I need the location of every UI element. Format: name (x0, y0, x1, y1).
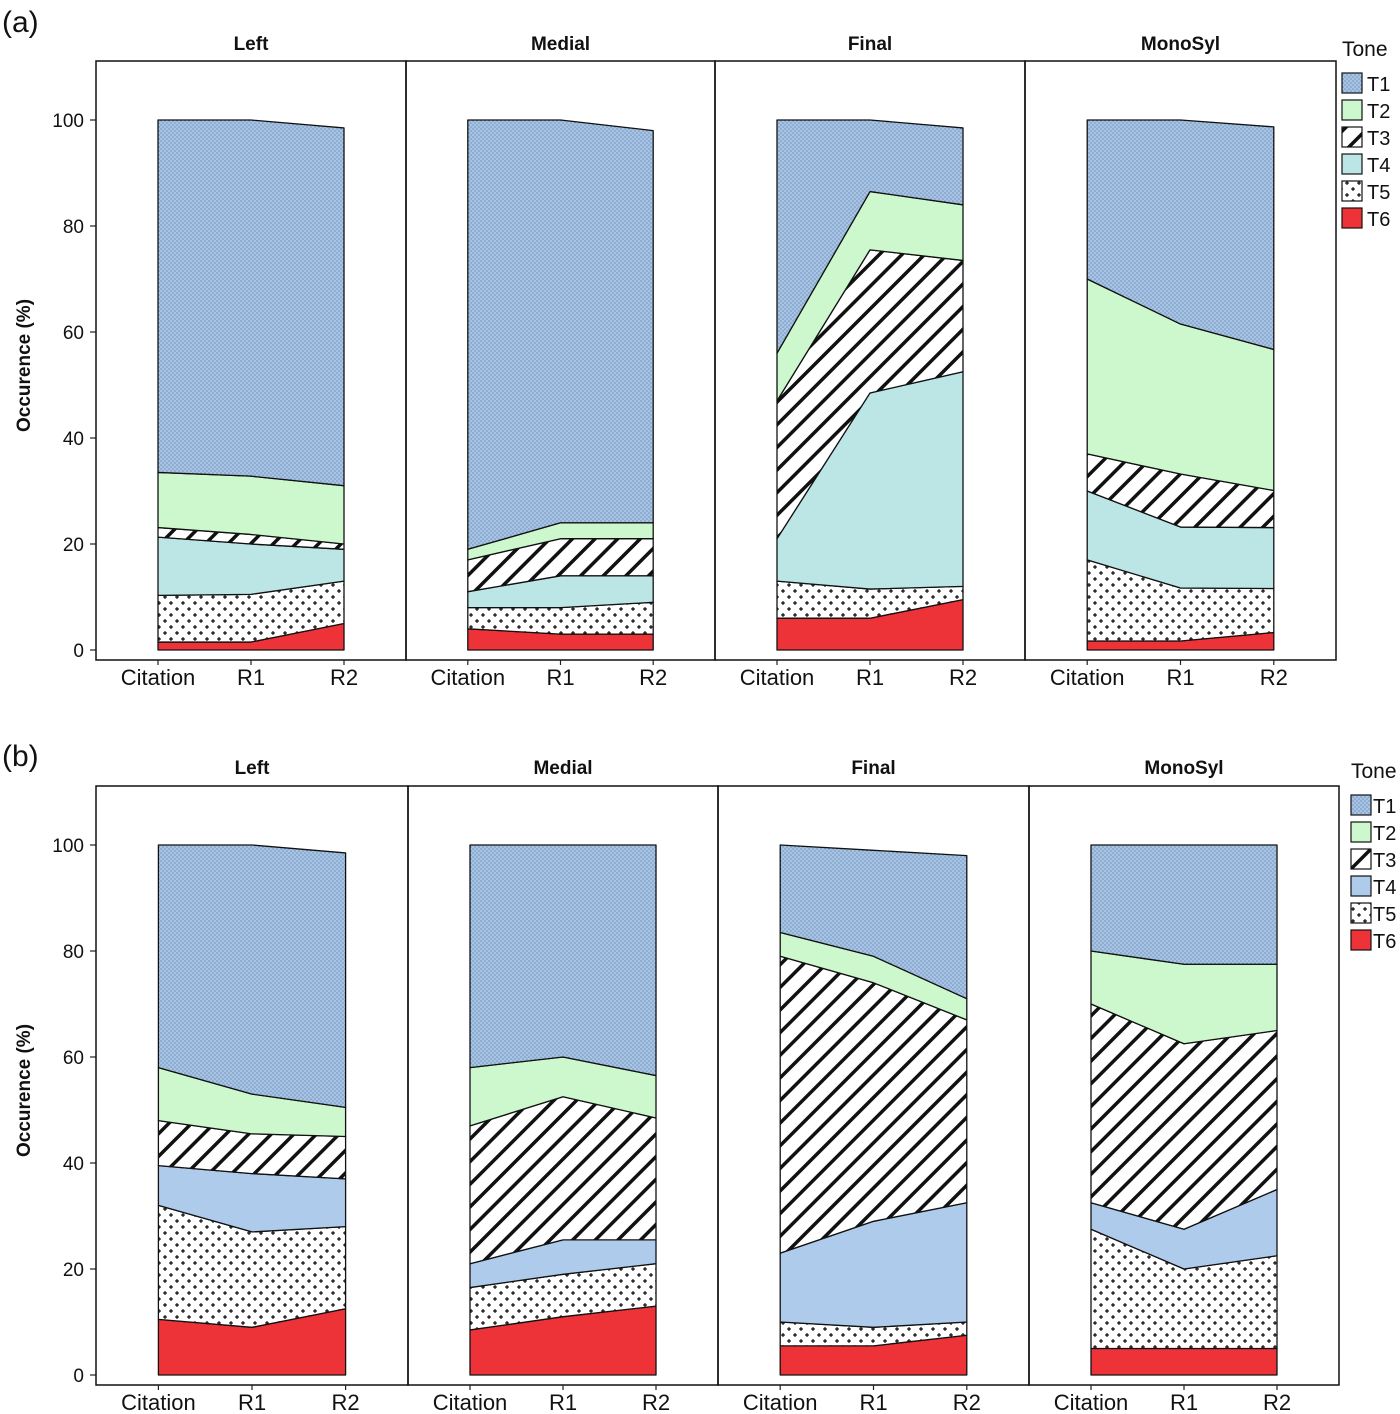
legend-swatch-t5 (1341, 180, 1363, 202)
area-t1 (776, 119, 964, 354)
facet-title: MonoSyl (1144, 758, 1223, 779)
facet-medial: Medial Citation R1 R2 (407, 758, 719, 1414)
x-tick-label: R2 (332, 1390, 360, 1414)
x-tick-label: R1 (237, 665, 265, 690)
legend-label-t4: T4 (1373, 877, 1396, 899)
y-tick-label: 100 (52, 836, 84, 857)
legend-label-t5: T5 (1367, 182, 1390, 204)
x-tick-label: R2 (949, 665, 977, 690)
x-tick-label: R2 (953, 1390, 981, 1414)
chart-a: (a) Occurence (%) 0 20 40 60 80 100 Left Citation… (2, 6, 1390, 690)
x-tick-label: Citation (121, 1390, 196, 1414)
legend-label-t1: T1 (1373, 796, 1396, 818)
x-tick-label: R1 (546, 665, 574, 690)
y-tick-label: 20 (63, 1260, 84, 1281)
y-tick-label: 60 (63, 1048, 84, 1069)
x-tick-label: R2 (639, 665, 667, 690)
legend-swatch-t4 (1350, 875, 1372, 897)
legend-swatch-t2 (1341, 99, 1363, 121)
x-tick-label: Citation (121, 665, 196, 690)
legend-label-t2: T2 (1367, 101, 1390, 123)
facet-title: Medial (531, 34, 590, 55)
area-t1 (1090, 844, 1278, 965)
area-t1 (1086, 119, 1275, 351)
panel-label: (a) (2, 6, 39, 39)
legend-title: Tone (1342, 38, 1388, 61)
legend-label-t3: T3 (1367, 128, 1390, 150)
area-t1 (157, 119, 345, 487)
legend-swatch-t3 (1350, 848, 1372, 870)
area-t1 (467, 119, 654, 550)
facet-left: Left Citation R1 R2 (95, 758, 409, 1414)
facet-title: Left (234, 34, 270, 55)
y-tick-label: 0 (73, 641, 84, 662)
y-axis-label: Occurence (%) (14, 299, 35, 432)
legend-label-t4: T4 (1367, 155, 1390, 177)
legend-label-t2: T2 (1373, 823, 1396, 845)
facet-medial: Medial Citation R1 R2 (405, 34, 716, 690)
facet-title: Medial (533, 758, 592, 779)
area-t3 (469, 1096, 657, 1265)
x-tick-label: Citation (743, 1390, 818, 1414)
facet-monosyl: MonoSyl Citation R1 R2 (1024, 34, 1337, 690)
panel-label: (b) (2, 740, 39, 773)
legend-label-t5: T5 (1373, 904, 1396, 926)
chart-b: (b) Occurence (%) 0 20 40 60 80 100 Left Citation… (2, 740, 1397, 1414)
area-t1 (779, 844, 968, 1000)
y-tick-label: 100 (52, 111, 84, 132)
y-tick-label: 60 (63, 323, 84, 344)
y-tick-label: 80 (63, 942, 84, 963)
x-tick-label: R1 (859, 1390, 887, 1414)
x-tick-label: Citation (433, 1390, 508, 1414)
legend-label-t3: T3 (1373, 850, 1396, 872)
legend-label-t6: T6 (1367, 209, 1390, 231)
facet-left: Left Citation R1 R2 (95, 34, 407, 690)
x-tick-label: R2 (642, 1390, 670, 1414)
legend-swatch-t1 (1341, 72, 1363, 94)
facet-title: Final (851, 758, 895, 779)
facet-title: Final (848, 34, 892, 55)
legend-swatch-t3 (1341, 126, 1363, 148)
y-tick-label: 40 (63, 1154, 84, 1175)
x-tick-label: R2 (1260, 665, 1288, 690)
x-tick-label: R2 (1263, 1390, 1291, 1414)
legend-label-t6: T6 (1373, 931, 1396, 953)
x-tick-label: Citation (1054, 1390, 1129, 1414)
legend-swatch-t1 (1350, 794, 1372, 816)
x-tick-label: R1 (238, 1390, 266, 1414)
legend-swatch-t2 (1350, 821, 1372, 843)
y-tick-label: 20 (63, 535, 84, 556)
area-t6 (1090, 1347, 1278, 1376)
facet-final: Final Citation R1 R2 (717, 758, 1030, 1414)
facet-title: Left (235, 758, 271, 779)
area-t1 (157, 844, 347, 1108)
facet-monosyl: MonoSyl Citation R1 R2 (1028, 758, 1340, 1414)
y-tick-label: 80 (63, 217, 84, 238)
legend-swatch-t4 (1341, 153, 1363, 175)
x-tick-label: Citation (431, 665, 506, 690)
x-tick-label: Citation (740, 665, 815, 690)
legend: Tone T1 T2 T3 T4 T5 T6 (1341, 38, 1390, 231)
legend-swatch-t6 (1341, 207, 1363, 229)
x-tick-label: R1 (549, 1390, 577, 1414)
x-tick-label: R1 (1170, 1390, 1198, 1414)
x-tick-label: R2 (330, 665, 358, 690)
legend-swatch-t5 (1350, 902, 1372, 924)
y-axis-label: Occurence (%) (14, 1024, 35, 1157)
y-tick-label: 0 (73, 1366, 84, 1387)
area-t1 (469, 844, 657, 1077)
y-tick-label: 40 (63, 429, 84, 450)
legend-label-t1: T1 (1367, 74, 1390, 96)
facet-final: Final Citation R1 R2 (714, 34, 1026, 690)
legend-title: Tone (1351, 760, 1397, 783)
facet-title: MonoSyl (1141, 34, 1220, 55)
x-tick-label: R1 (856, 665, 884, 690)
x-tick-label: R1 (1166, 665, 1194, 690)
legend: Tone T1 T2 T3 T4 T5 T6 (1350, 760, 1397, 953)
legend-swatch-t6 (1350, 929, 1372, 951)
x-tick-label: Citation (1050, 665, 1125, 690)
